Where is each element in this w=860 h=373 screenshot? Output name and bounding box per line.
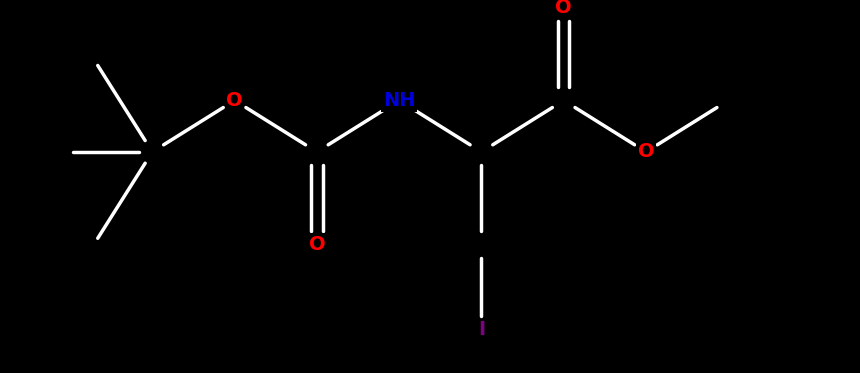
Text: O: O [309, 235, 325, 254]
Text: O: O [637, 142, 654, 162]
Text: O: O [226, 91, 243, 110]
Text: I: I [478, 320, 485, 339]
Text: NH: NH [383, 91, 415, 110]
Text: O: O [556, 0, 572, 18]
